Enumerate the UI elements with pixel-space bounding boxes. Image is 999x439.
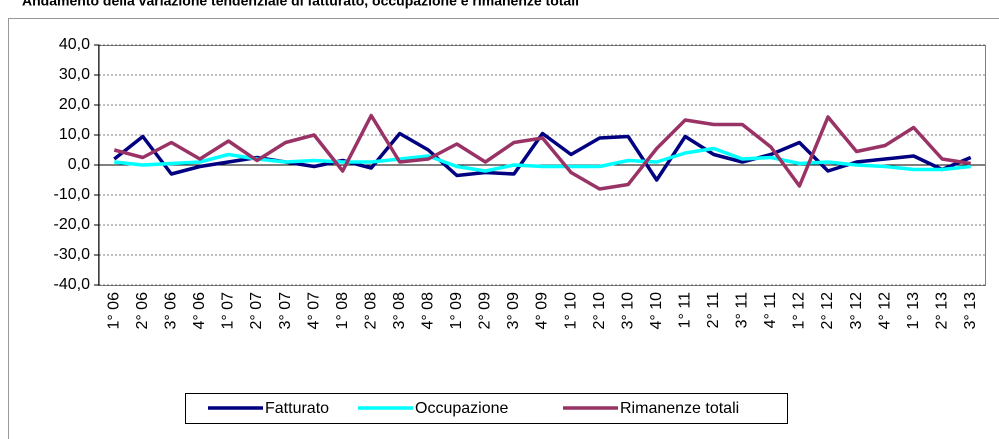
x-tick-label: 1° 08	[334, 292, 351, 330]
x-tick-label: 4° 07	[305, 292, 322, 330]
x-tick-label: 1° 10	[562, 292, 579, 330]
chart-title: Andamento della variazione tendenziale d…	[22, 0, 579, 9]
x-tick-label: 3° 06	[163, 292, 180, 330]
y-tick-label: -40,0	[54, 276, 91, 293]
y-tick-label: 0,0	[68, 156, 90, 173]
x-tick-label: 4° 12	[876, 292, 893, 330]
y-tick-label: 10,0	[59, 126, 90, 143]
legend-label: Fatturato	[265, 400, 329, 417]
x-tick-label: 2° 06	[134, 292, 151, 330]
legend	[185, 393, 788, 424]
x-tick-label: 2° 08	[362, 292, 379, 330]
x-tick-label: 2° 13	[933, 292, 950, 330]
y-tick-label: 30,0	[59, 66, 90, 83]
legend-label: Occupazione	[415, 400, 508, 417]
x-tick-label: 4° 10	[648, 292, 665, 330]
x-tick-label: 2° 07	[248, 292, 265, 330]
x-tick-label: 1° 11	[676, 292, 693, 328]
x-tick-label: 4° 08	[420, 292, 437, 330]
y-tick-label: -20,0	[54, 216, 91, 233]
x-tick-label: 1° 07	[220, 292, 237, 330]
x-tick-label: 4° 11	[762, 292, 779, 328]
x-tick-label: 2° 11	[705, 292, 722, 328]
x-tick-label: 1° 09	[448, 292, 465, 330]
series-line	[113, 113, 971, 191]
x-tick-label: 3° 07	[277, 292, 294, 330]
x-tick-label: 1° 12	[791, 292, 808, 330]
x-tick-label: 3° 10	[619, 292, 636, 330]
y-tick-label: 40,0	[59, 36, 90, 53]
x-tick-label: 1° 13	[905, 292, 922, 330]
x-tick-label: 3° 13	[962, 292, 979, 330]
x-tick-label: 2° 12	[819, 292, 836, 330]
x-tick-label: 4° 06	[191, 292, 208, 330]
x-tick-label: 3° 09	[505, 292, 522, 330]
legend-label: Rimanenze totali	[620, 400, 739, 417]
x-tick-label: 1° 06	[105, 292, 122, 330]
x-tick-label: 4° 09	[534, 292, 551, 330]
x-tick-label: 3° 11	[734, 292, 751, 328]
x-tick-label: 2° 09	[477, 292, 494, 330]
x-tick-label: 2° 10	[591, 292, 608, 330]
y-tick-label: -10,0	[54, 186, 91, 203]
y-tick-label: -30,0	[54, 246, 91, 263]
y-tick-label: 20,0	[59, 96, 90, 113]
x-tick-label: 3° 12	[848, 292, 865, 330]
x-tick-label: 3° 08	[391, 292, 408, 330]
